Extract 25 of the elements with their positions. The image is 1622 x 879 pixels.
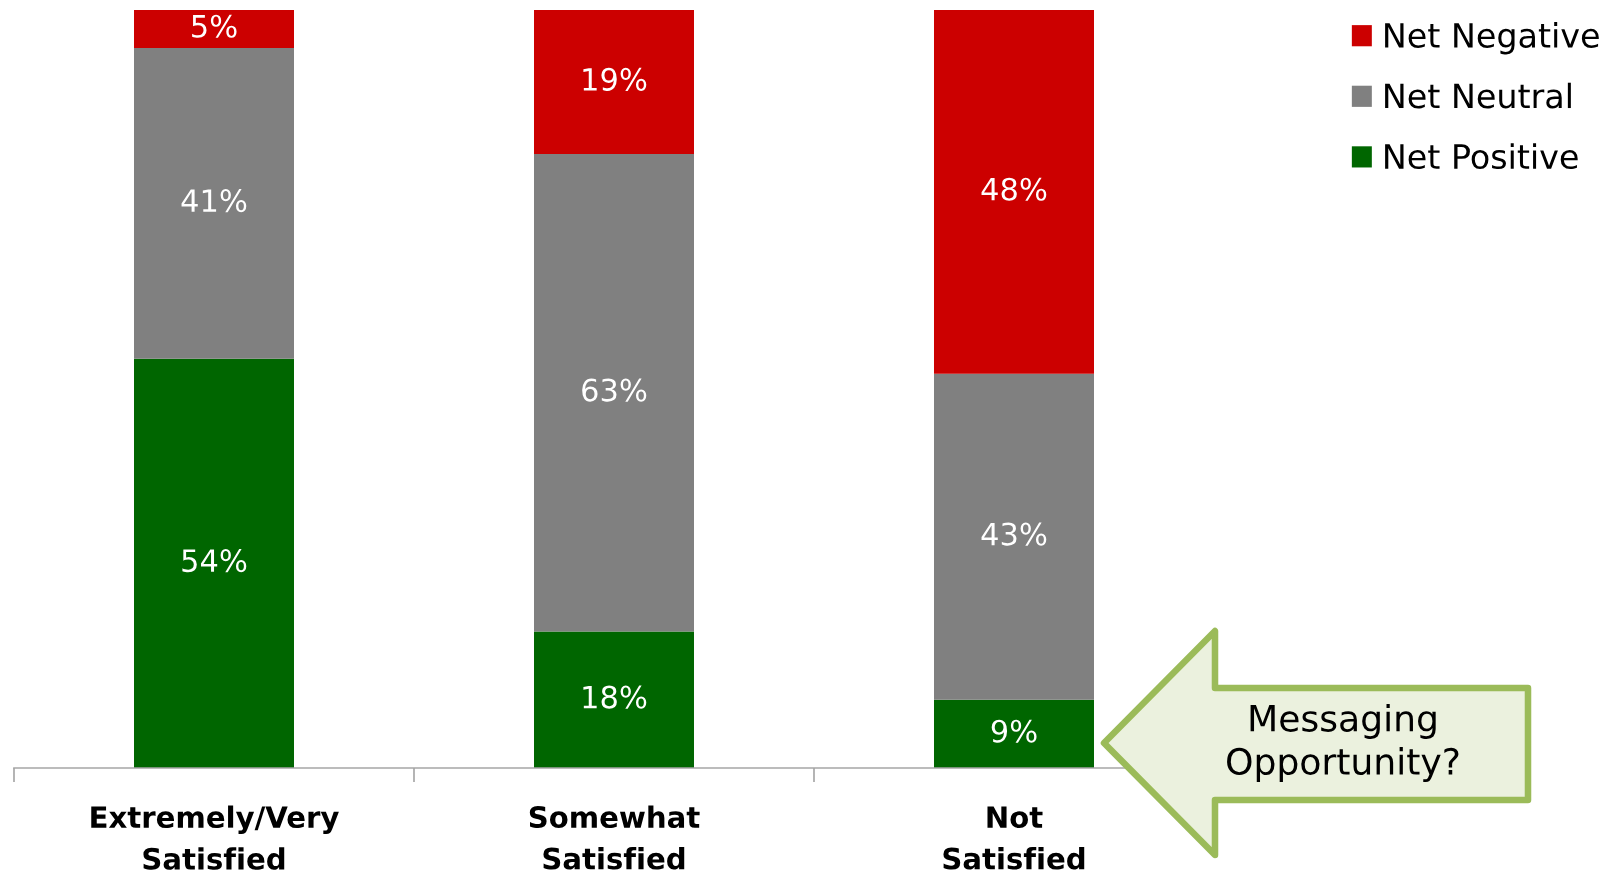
data-label: 19% (583, 67, 647, 91)
bar (134, 358, 294, 768)
data-label: 63% (582, 378, 647, 402)
bar (934, 699, 1094, 768)
text: Messaging Opportunity? (1227, 703, 1459, 783)
data-label: 48% (981, 177, 1047, 201)
bar (534, 154, 694, 632)
data-label: 9% (991, 719, 1037, 743)
legend-label: Net Neutral (1385, 82, 1571, 109)
x-tick-label: Extremely/Very Satisfied (91, 805, 339, 870)
bar (934, 373, 1094, 700)
data-label: 41% (181, 189, 247, 213)
bar (934, 10, 1094, 374)
legend-label: Net Positive (1385, 143, 1578, 170)
data-label: 43% (981, 522, 1047, 546)
data-label: 54% (182, 549, 247, 573)
data-label: 18% (583, 685, 647, 709)
x-tick-label: Not Satisfied (943, 806, 1085, 870)
legend-label: Net Negative (1385, 22, 1599, 55)
x-tick-label: Somewhat Satisfied (529, 805, 700, 870)
bar (134, 47, 294, 359)
bar (534, 10, 694, 155)
data-label: 5% (192, 14, 237, 38)
bar (534, 631, 694, 768)
bar (134, 10, 294, 48)
